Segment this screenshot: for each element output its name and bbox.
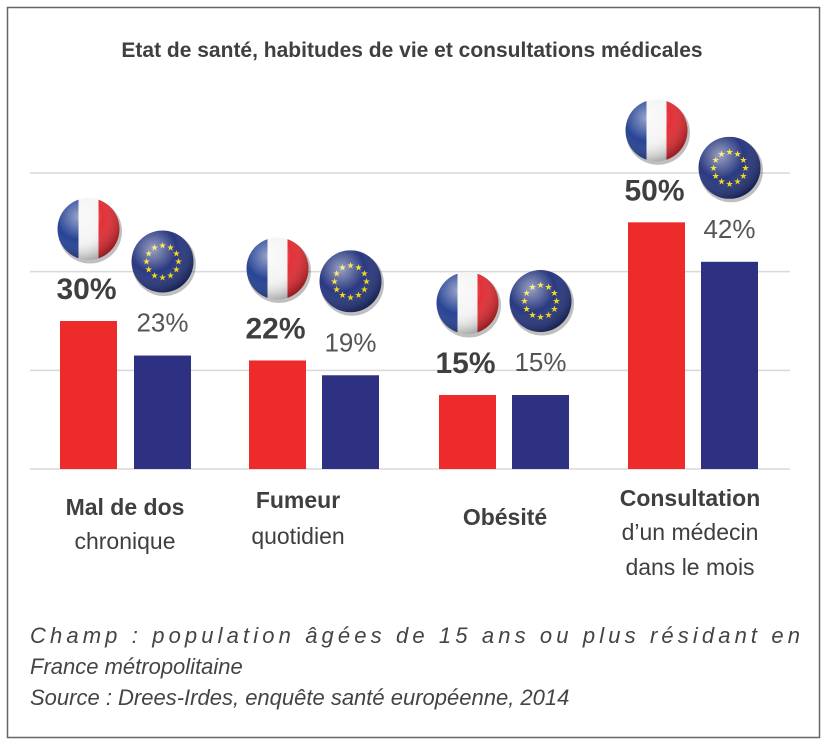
category-label: Consultation — [620, 485, 761, 511]
data-label: 42% — [703, 214, 755, 244]
france-bar — [60, 321, 117, 469]
eu-bar — [701, 261, 758, 469]
eu-flag-icon: ★★★★★★★★★★★★ — [131, 230, 196, 297]
france-bar — [249, 360, 306, 469]
category-label: d’un médecin — [622, 519, 759, 545]
footnote-line-3: Source : Drees-Irdes, enquête santé euro… — [30, 685, 569, 710]
data-label: 30% — [56, 273, 116, 306]
france-flag-icon — [625, 99, 690, 165]
france-bar — [628, 222, 685, 469]
category-label: quotidien — [251, 523, 344, 549]
france-bar — [439, 395, 496, 469]
category-label: Mal de dos — [66, 494, 185, 520]
france-flag-icon — [57, 198, 122, 264]
france-flag-icon — [246, 237, 311, 303]
data-label: 19% — [324, 327, 376, 357]
data-label: 15% — [435, 347, 495, 380]
data-label: 22% — [245, 312, 305, 345]
data-label: 23% — [136, 308, 188, 338]
category-label: Obésité — [463, 504, 547, 530]
eu-flag-icon: ★★★★★★★★★★★★ — [509, 270, 574, 336]
france-flag-icon — [436, 272, 501, 338]
eu-bar — [134, 355, 191, 469]
category-label: dans le mois — [625, 554, 754, 580]
chart-title: Etat de santé, habitudes de vie et consu… — [121, 39, 702, 62]
eu-flag-icon: ★★★★★★★★★★★★ — [698, 136, 763, 203]
eu-bar — [322, 375, 379, 469]
category-label: chronique — [74, 528, 175, 554]
eu-flag-icon: ★★★★★★★★★★★★ — [319, 250, 384, 316]
footnote-line-1: Champ : population âgées de 15 ans ou pl… — [30, 623, 800, 648]
data-label: 50% — [624, 174, 684, 207]
category-label: Fumeur — [256, 487, 340, 513]
footnote-line-2: France métropolitaine — [30, 654, 243, 679]
eu-bar — [512, 395, 569, 469]
data-label: 15% — [514, 347, 566, 377]
